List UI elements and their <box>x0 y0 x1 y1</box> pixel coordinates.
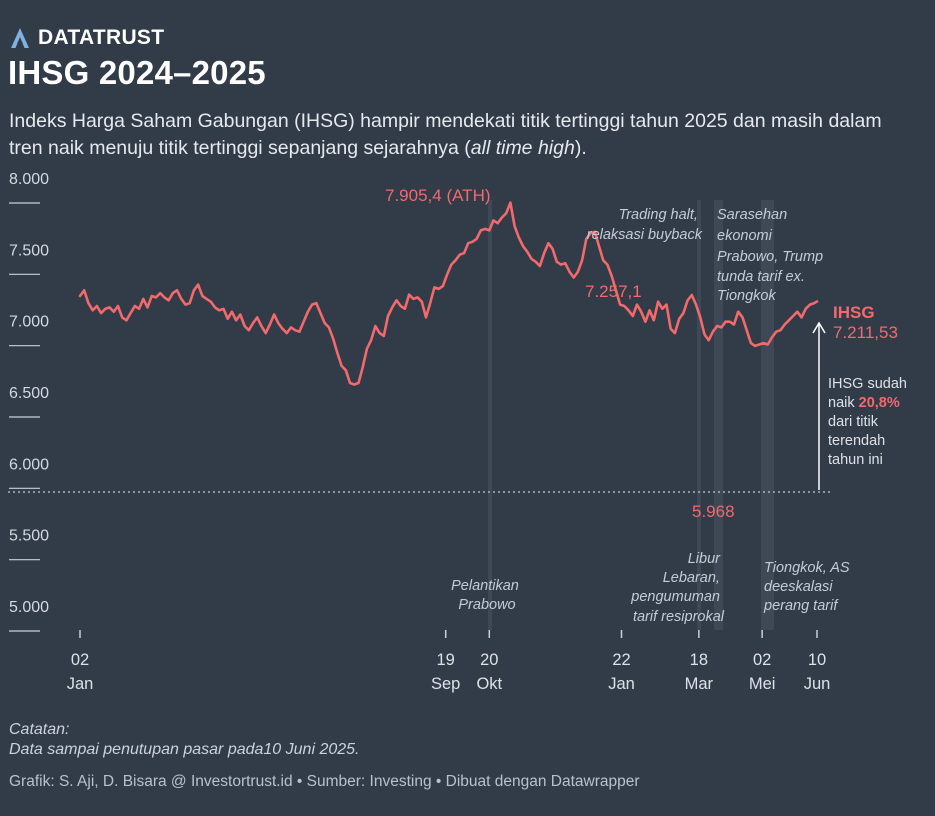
y-tick-label: 5.000 <box>9 599 49 616</box>
note-text: Data sampai penutupan pasar pada10 Juni … <box>9 741 360 758</box>
subtitle-main: Indeks Harga Saham Gabungan (IHSG) hampi… <box>9 110 882 159</box>
x-tick-label: Jan <box>67 675 94 693</box>
credit-line: Grafik: S. Aji, D. Bisara @ Investortrus… <box>9 773 640 790</box>
brand: DATATRUST <box>9 26 164 50</box>
notes: Catatan: Data sampai penutupan pasar pad… <box>9 720 359 760</box>
annotation-tiongkok-as: Tiongkok, AS deeskalasi perang tarif <box>763 560 854 614</box>
datatrust-logo-icon <box>11 28 29 48</box>
x-tick-label: Mei <box>749 675 776 693</box>
series-name-label: IHSG <box>833 303 875 322</box>
ath-value-label: 7.905,4 (ATH) <box>385 186 491 205</box>
x-tick-label: Sep <box>431 675 460 693</box>
event-band-2 <box>714 200 723 630</box>
event-bands <box>488 200 774 630</box>
event-band-1 <box>697 200 701 630</box>
x-tick-label: 02 <box>71 651 89 669</box>
ihsg-series-line <box>78 201 819 386</box>
y-tick-label: 7.000 <box>9 314 49 331</box>
annotation-libur-lebaran: Libur Lebaran, pengumuman tarif resiprok… <box>630 551 724 625</box>
x-axis: 02 Jan 19 Sep 20 Okt 22 Jan 18 Mar 02 Mei 10 Jun <box>67 630 831 693</box>
event-band-0 <box>488 200 492 630</box>
page-title: IHSG 2024–2025 <box>8 54 266 91</box>
annotation-trading-halt: Trading halt, relaksasi buyback <box>587 207 703 243</box>
lowest-value-label: 5.968 <box>692 502 735 521</box>
x-tick-label: 22 <box>612 651 630 669</box>
y-axis: 8.000 7.500 7.000 6.500 6.000 5.500 5.000 <box>9 171 49 632</box>
brand-name: DATATRUST <box>38 26 165 49</box>
x-tick-label: Jun <box>804 675 831 693</box>
x-tick-label: 19 <box>437 651 455 669</box>
event-band-3 <box>761 200 774 630</box>
y-tick-label: 8.000 <box>9 171 49 188</box>
y-tick-label: 6.500 <box>9 385 49 402</box>
subtitle-end: ). <box>574 137 587 159</box>
gain-arrow <box>812 321 826 490</box>
x-tick-label: 02 <box>753 651 771 669</box>
annotation-gain: IHSG sudah naik 20,8% dari titik terenda… <box>828 376 911 468</box>
annotation-sarasehan: Sarasehan ekonomi Prabowo, Trump tunda t… <box>717 207 827 304</box>
y-tick-label: 5.500 <box>9 528 49 545</box>
annotation-pelantikan: Pelantikan Prabowo <box>451 578 523 613</box>
x-tick-label: Jan <box>608 675 635 693</box>
subtitle-emphasis: all time high <box>470 137 575 159</box>
x-tick-label: Mar <box>685 675 714 693</box>
x-tick-label: Okt <box>476 675 502 693</box>
y-tick-label: 6.000 <box>9 456 49 473</box>
x-tick-label: 10 <box>808 651 826 669</box>
subtitle: Indeks Harga Saham Gabungan (IHSG) hampi… <box>9 108 909 162</box>
peak-2025-value-label: 7.257,1 <box>585 282 642 301</box>
note-label: Catatan: <box>9 721 70 738</box>
x-tick-label: 18 <box>690 651 708 669</box>
y-tick-label: 7.500 <box>9 242 49 259</box>
x-tick-label: 20 <box>480 651 498 669</box>
last-value-label: 7.211,53 <box>833 323 898 342</box>
